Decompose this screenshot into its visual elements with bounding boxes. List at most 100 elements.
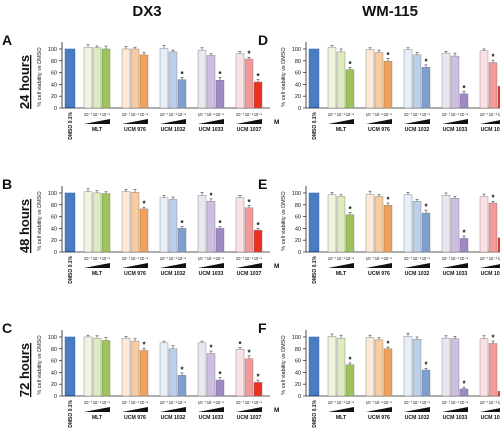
y-tick-label: 0 [298,250,301,256]
y-tick-label: 40 [51,370,57,376]
concentration-label: 10⁻⁶ [451,400,460,405]
significance-marker: * [424,203,428,212]
concentration-label: 10⁻⁷ [198,112,207,117]
bar [177,228,187,253]
concentration-label: 10⁻⁶ [131,400,140,405]
concentration-label: 10⁻⁷ [404,256,413,261]
bar [459,388,469,397]
concentration-label: 10⁻⁷ [480,256,489,261]
concentration-wedge [198,407,224,412]
y-tick-label: 40 [295,370,301,376]
concentration-label: 10⁻⁶ [413,256,422,261]
significance-marker: * [142,341,146,350]
panel-letter-c: C [2,320,12,336]
bar [253,382,263,397]
concentration-label: 10⁻⁷ [404,112,413,117]
significance-marker: * [218,370,222,379]
bar [244,58,254,109]
y-tick-label: 60 [51,71,57,77]
y-tick-label: 0 [298,394,301,400]
concentration-wedge [122,407,148,412]
concentration-wedge [480,408,500,412]
panel-d: 0 20 40 60 80 100 % cell viability vs DMSO DMSO… [281,42,500,140]
concentration-label: 10⁻⁵ [384,112,393,117]
control-label: DMSO 0.1% [68,111,74,139]
bar [244,207,254,253]
concentration-wedge [480,264,500,268]
concentration-wedge [328,119,354,124]
group-label: UCM 1033 [443,415,468,421]
concentration-wedge [122,263,148,268]
significance-marker: * [209,191,213,200]
bar [215,80,225,109]
row-label-48h: 48 hours [17,199,32,253]
group-label: MLT [336,271,347,277]
concentration-label: 10⁻⁷ [328,400,337,405]
concentration-wedge [442,119,468,124]
concentration-label: 10⁻⁷ [442,112,451,117]
group-label: UCM 976 [124,415,146,421]
group-label: UCM 1037 [237,127,262,133]
bar [336,337,346,397]
unit-label: M [274,407,279,414]
y-tick-label: 0 [298,106,301,112]
bar-control [64,48,76,109]
concentration-label: 10⁻⁷ [366,256,375,261]
significance-marker: * [348,205,352,214]
group-label: UCM 1032 [405,127,430,133]
concentration-label: 10⁻⁶ [451,256,460,261]
bar [441,337,451,397]
concentration-label: 10⁻⁶ [489,112,498,117]
y-axis-label: % cell viability vs DMSO [281,335,287,395]
significance-marker: * [386,195,390,204]
concentration-wedge [366,263,392,268]
bar [421,369,431,397]
concentration-label: 10⁻⁵ [140,256,149,261]
y-tick-label: 80 [51,59,57,65]
bar [450,338,460,397]
bar [365,337,375,397]
bar [488,202,498,253]
group-label: MLT [336,127,347,133]
group-label: UCM 976 [368,415,390,421]
bar [130,48,140,109]
y-tick-label: 60 [51,215,57,221]
bar-control [308,48,320,109]
row-label-72h: 72 hours [17,343,32,397]
control-label: DMSO 0.1% [312,111,318,139]
bar [421,212,431,253]
panel-letter-a: A [2,32,12,48]
bar [197,49,207,109]
significance-marker: * [218,70,222,79]
bar [130,340,140,397]
significance-marker: * [424,57,428,66]
bar [327,336,337,397]
significance-marker: * [256,373,260,382]
y-tick-label: 60 [295,215,301,221]
concentration-label: 10⁻⁶ [93,400,102,405]
group-label: MLT [92,127,103,133]
bar [101,48,111,109]
concentration-label: 10⁻⁷ [198,400,207,405]
concentration-label: 10⁻⁷ [404,400,413,405]
group-label: UCM 976 [124,271,146,277]
concentration-label: 10⁻⁷ [160,400,169,405]
significance-marker: * [180,365,184,374]
y-tick-label: 60 [295,359,301,365]
significance-marker: * [238,340,242,349]
concentration-label: 10⁻⁷ [84,400,93,405]
concentration-label: 10⁻⁶ [413,112,422,117]
bar [412,339,422,397]
y-tick-label: 100 [48,47,57,53]
significance-marker: * [180,70,184,79]
bar [450,55,460,109]
y-tick-label: 0 [54,394,57,400]
bar [345,364,355,397]
bar [374,339,384,397]
group-label: MLT [336,415,347,421]
panel-letter-f: F [258,320,267,336]
bar [383,61,393,109]
bar [244,358,254,397]
control-label: DMSO 0.1% [312,399,318,427]
